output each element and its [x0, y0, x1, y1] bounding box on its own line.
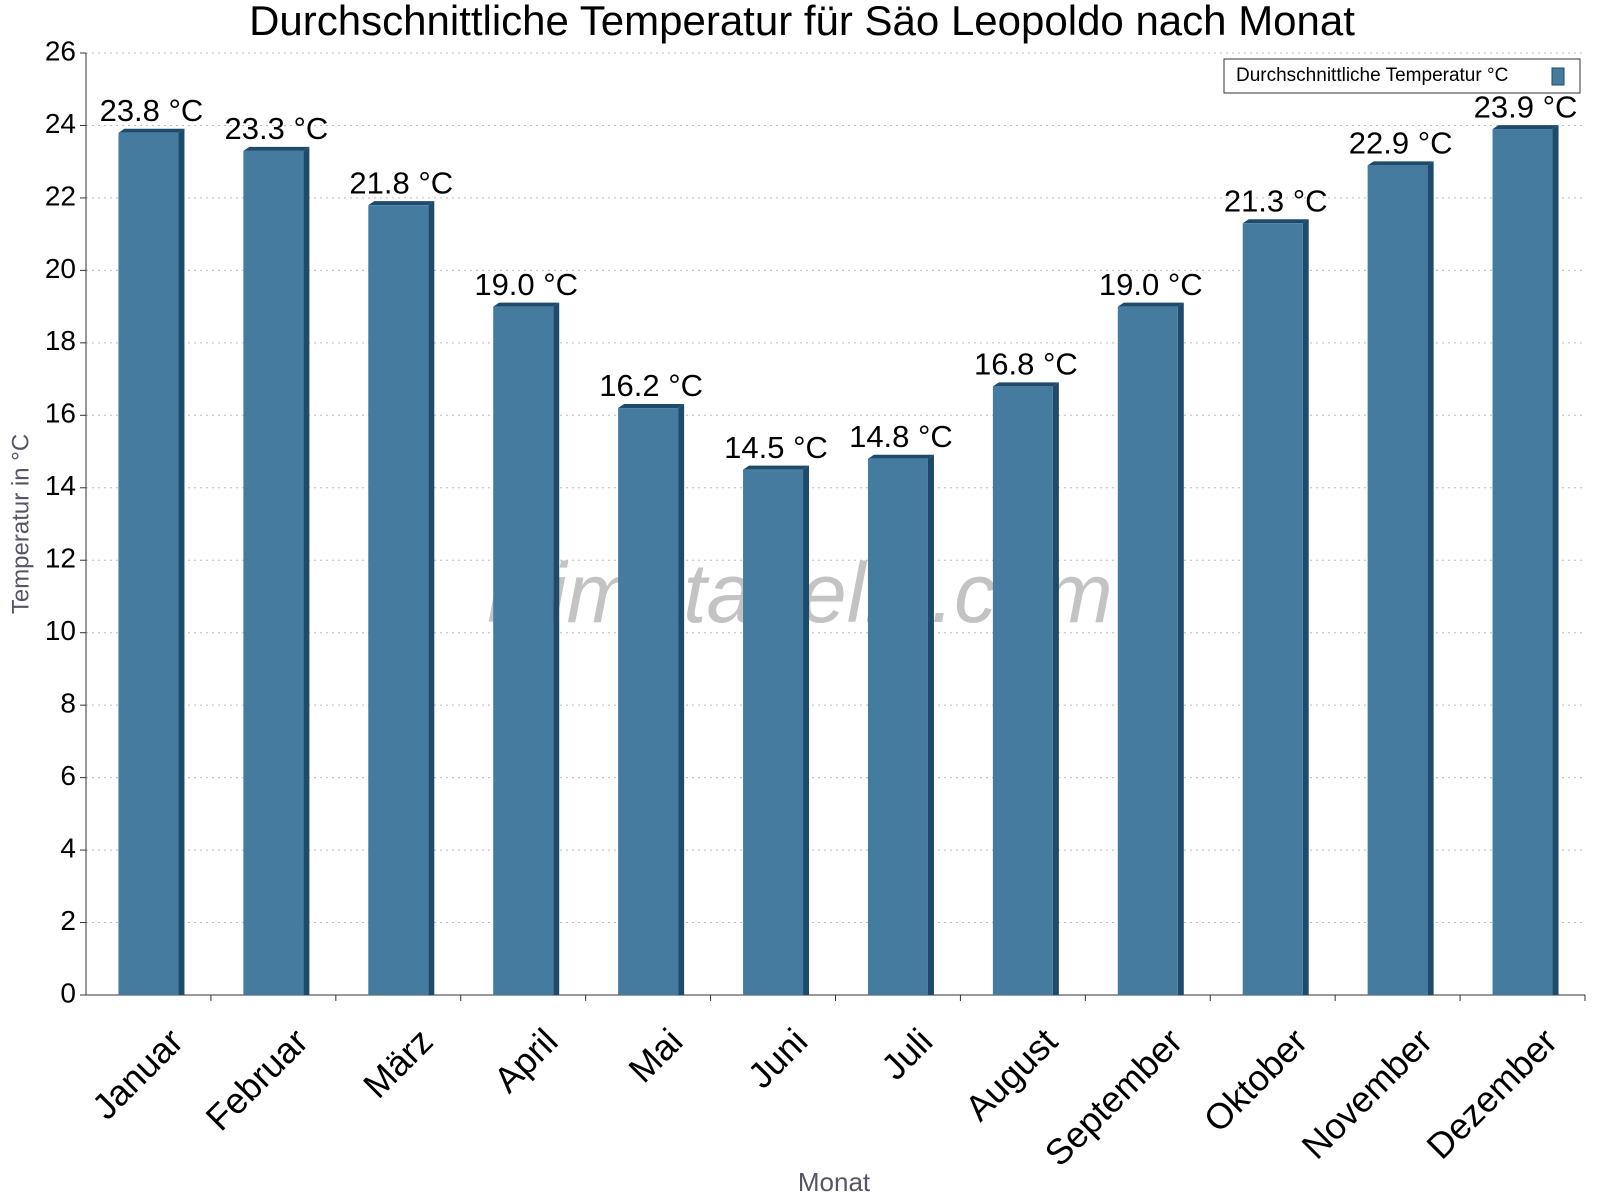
bar-top	[743, 465, 810, 470]
legend-label: Durchschnittliche Temperatur °C	[1236, 65, 1508, 86]
value-label: 23.8 °C	[100, 93, 204, 128]
bar-side	[1052, 382, 1059, 995]
bar	[368, 205, 429, 995]
bar-top	[1367, 161, 1434, 166]
y-tick-label: 16	[45, 398, 76, 429]
value-label: 16.8 °C	[974, 347, 1078, 382]
bar-side	[803, 465, 810, 996]
value-label: 23.9 °C	[1474, 89, 1578, 124]
legend-swatch	[1551, 67, 1565, 86]
y-tick-label: 10	[45, 615, 76, 646]
bar	[1117, 306, 1178, 996]
bar-side	[1302, 219, 1309, 996]
y-tick-label: 22	[45, 180, 76, 211]
value-label: 23.3 °C	[225, 111, 329, 146]
value-label: 14.5 °C	[724, 430, 828, 465]
bar-top	[118, 128, 185, 133]
bar-side	[553, 302, 560, 996]
bar	[743, 469, 804, 996]
value-label: 22.9 °C	[1349, 126, 1453, 161]
bar-side	[428, 201, 435, 995]
bar-side	[178, 128, 185, 995]
bar	[1492, 129, 1553, 996]
bar-top	[493, 302, 560, 307]
bar	[1242, 223, 1303, 996]
y-tick-label: 12	[45, 543, 76, 574]
bar-side	[1552, 125, 1559, 996]
value-label: 19.0 °C	[474, 267, 578, 302]
bar-top	[368, 201, 435, 206]
bar-side	[303, 146, 310, 996]
bar	[867, 458, 928, 995]
y-tick-label: 26	[45, 35, 76, 66]
chart-title: Durchschnittliche Temperatur für Säo Leo…	[249, 0, 1355, 44]
bar	[243, 150, 304, 996]
y-tick-label: 4	[60, 832, 76, 863]
y-tick-label: 2	[60, 905, 76, 936]
bar	[992, 386, 1053, 995]
bar	[118, 132, 179, 995]
bar-top	[1117, 302, 1184, 307]
y-tick-label: 18	[45, 325, 76, 356]
value-label: 19.0 °C	[1099, 267, 1203, 302]
bar-side	[1177, 302, 1184, 996]
y-tick-label: 24	[45, 108, 76, 139]
y-tick-label: 0	[60, 977, 76, 1008]
bar-side	[678, 404, 685, 995]
value-label: 21.8 °C	[349, 165, 453, 200]
y-tick-label: 8	[60, 688, 76, 719]
y-tick-label: 20	[45, 253, 76, 284]
y-axis-label: Temperatur in °C	[7, 434, 34, 614]
bar	[1367, 165, 1428, 996]
legend: Durchschnittliche Temperatur °C	[1223, 58, 1581, 94]
y-tick-label: 6	[60, 760, 76, 791]
value-label: 14.8 °C	[849, 419, 953, 454]
value-label: 16.2 °C	[599, 368, 703, 403]
y-tick-label: 14	[45, 470, 76, 501]
x-axis-label: Monat	[798, 1167, 871, 1197]
value-label: 21.3 °C	[1224, 183, 1328, 218]
bar-top	[618, 404, 685, 409]
bar-side	[1427, 161, 1434, 996]
bar-top	[243, 146, 310, 151]
bar-side	[927, 454, 934, 995]
bar-top	[1242, 219, 1309, 224]
bar-top	[867, 454, 934, 459]
bar	[618, 408, 679, 995]
legend-box	[1223, 58, 1581, 94]
bar-top	[992, 382, 1059, 387]
bar	[493, 306, 554, 996]
bar-top	[1492, 125, 1559, 130]
